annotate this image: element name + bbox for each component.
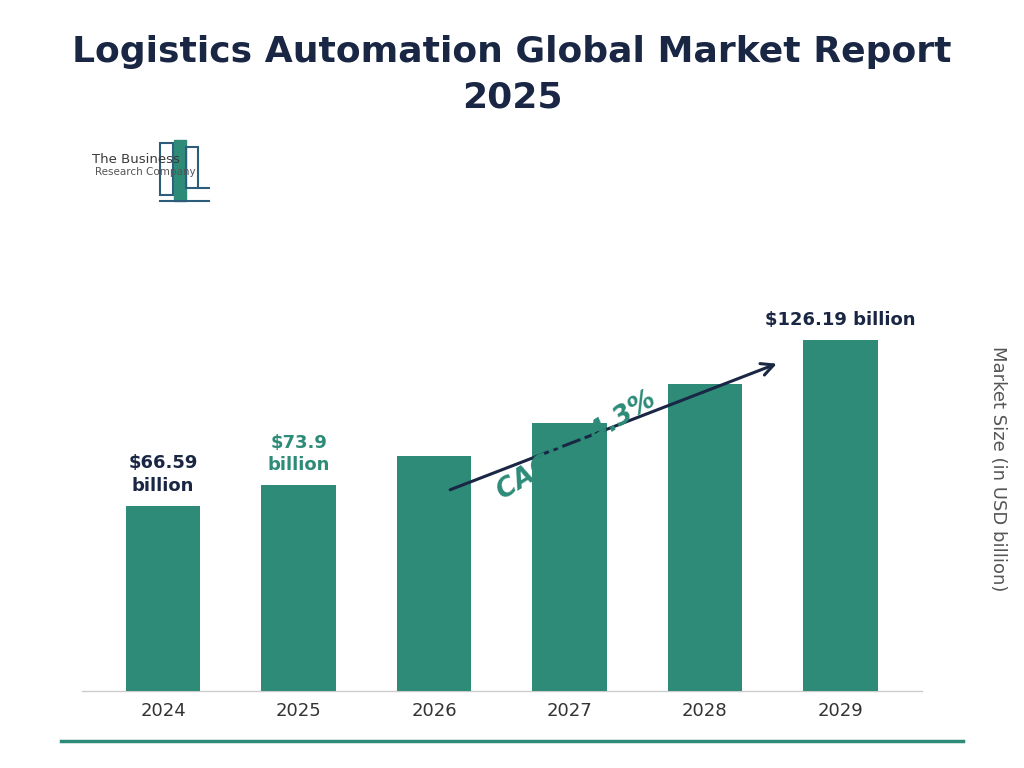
Bar [160, 144, 173, 194]
Text: $66.59
billion: $66.59 billion [128, 455, 198, 495]
Text: The Business: The Business [92, 153, 180, 166]
Text: Logistics Automation Global Market Report: Logistics Automation Global Market Repor… [73, 35, 951, 68]
Bar [532, 422, 606, 691]
Bar [174, 141, 185, 201]
Bar [397, 456, 471, 691]
Text: Market Size (in USD billion): Market Size (in USD billion) [989, 346, 1008, 591]
Bar [126, 506, 201, 691]
Bar [261, 485, 336, 691]
Text: Research Company: Research Company [95, 167, 196, 177]
Text: 2025: 2025 [462, 81, 562, 114]
Bar [668, 385, 742, 691]
Text: $73.9
billion: $73.9 billion [267, 434, 330, 475]
Text: CAGR 14.3%: CAGR 14.3% [493, 387, 660, 505]
Bar [803, 340, 878, 691]
Text: $126.19 billion: $126.19 billion [765, 311, 915, 329]
Bar [186, 147, 199, 188]
